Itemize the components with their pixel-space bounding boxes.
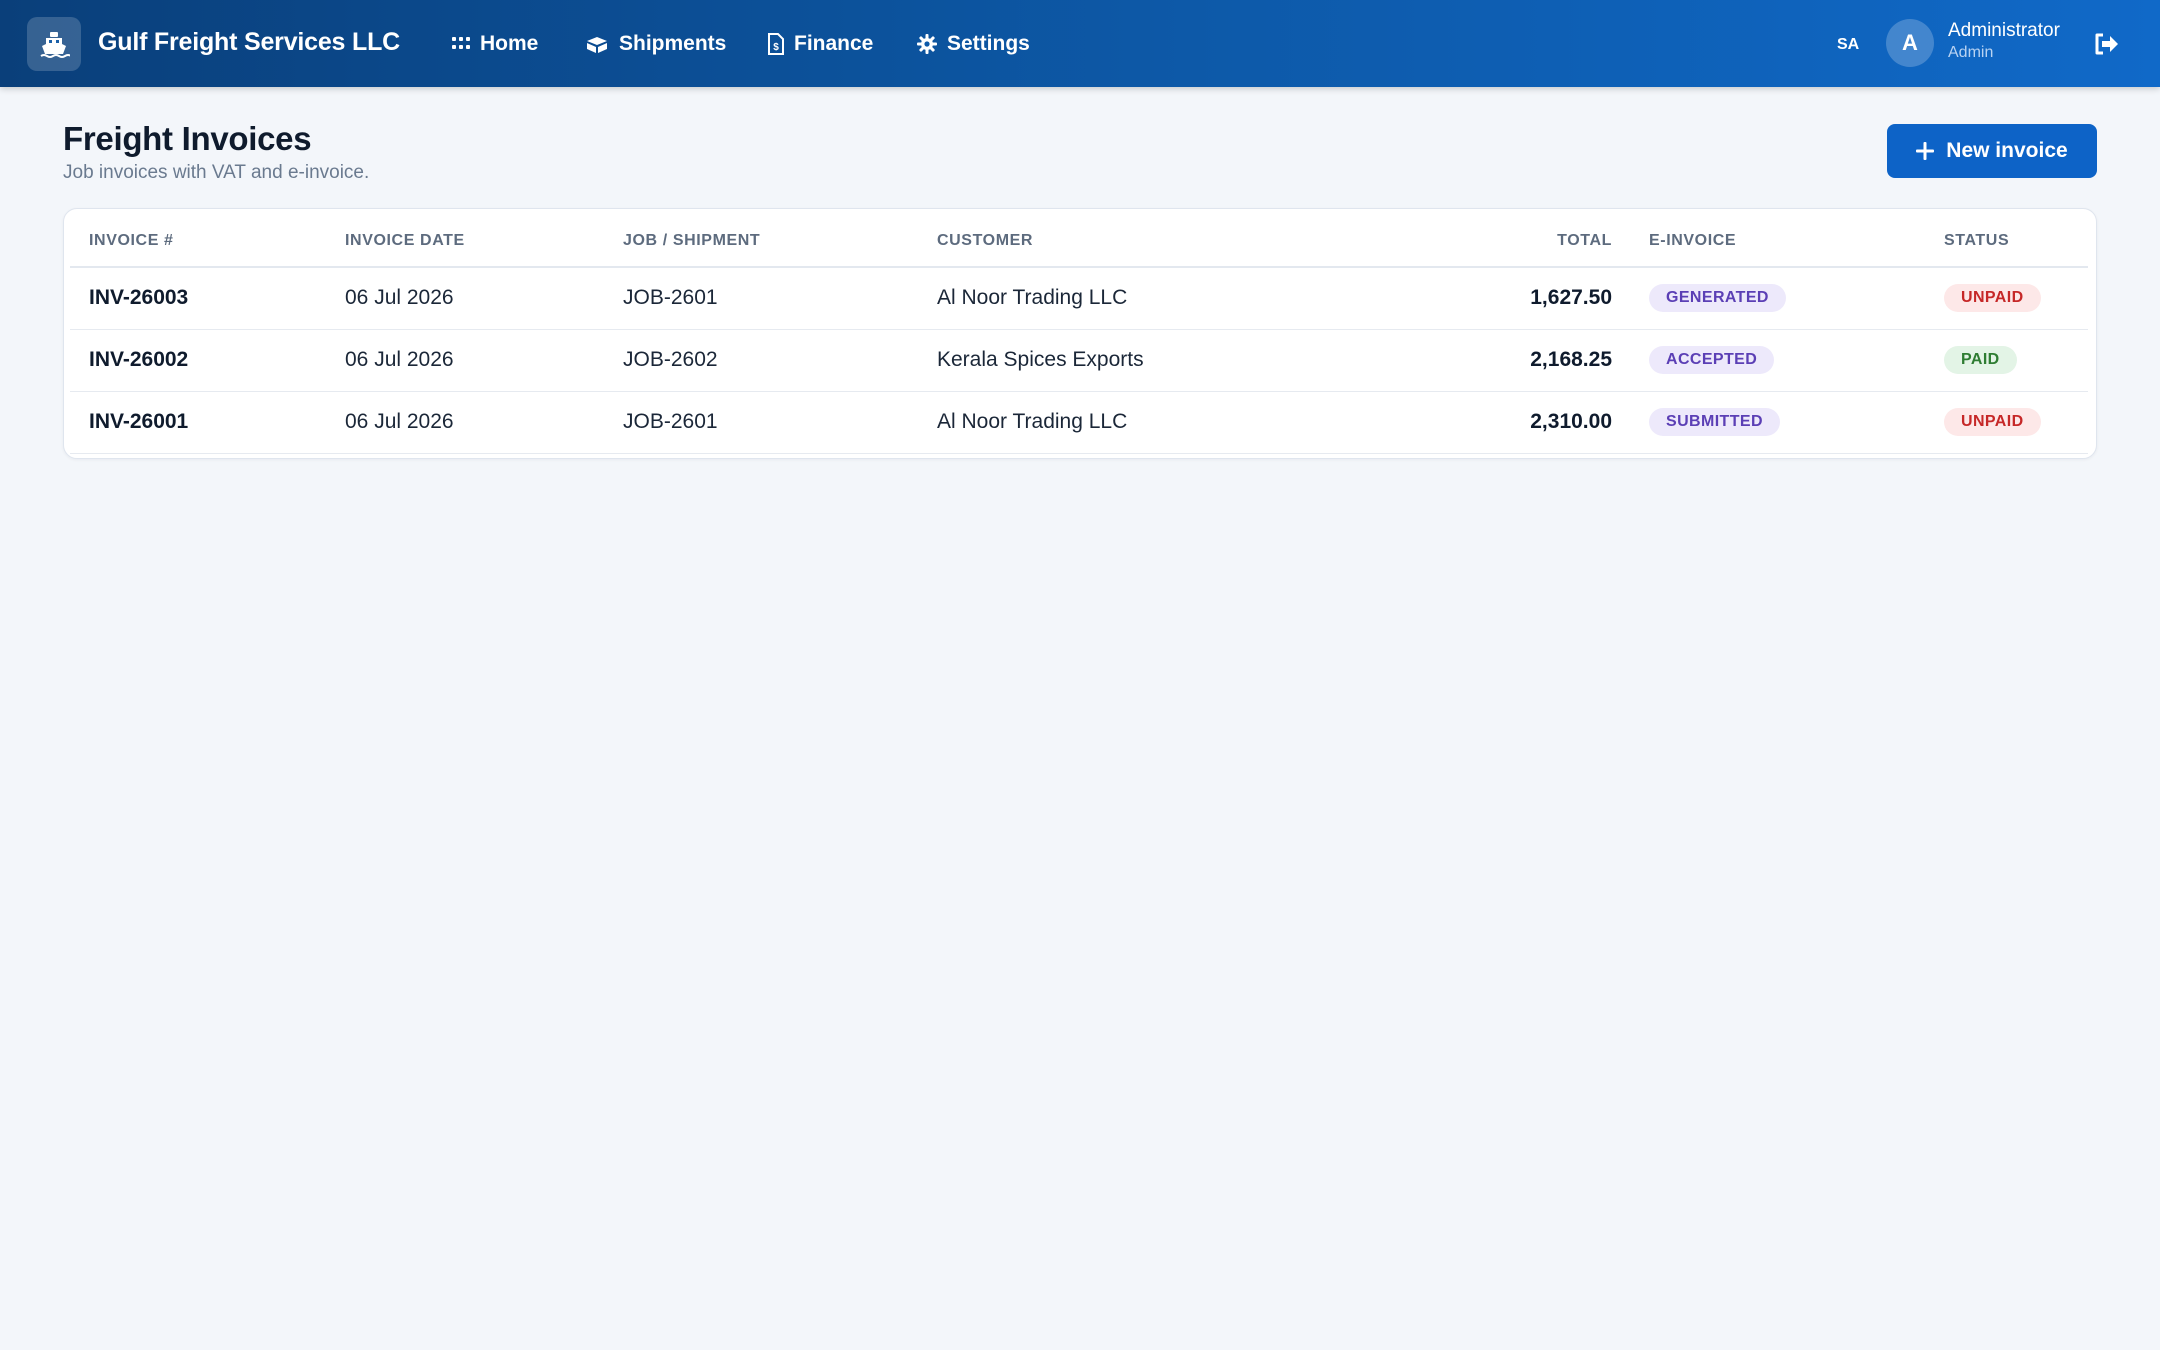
avatar[interactable]: A: [1886, 19, 1934, 67]
table-row[interactable]: INV-26003 06 Jul 2026 JOB-2601 Al Noor T…: [70, 267, 2088, 330]
user-name: Administrator: [1948, 20, 2060, 41]
job-shipment: JOB-2601: [604, 391, 918, 454]
invoice-number[interactable]: INV-26002: [70, 329, 326, 392]
new-invoice-label: New invoice: [1946, 139, 2068, 162]
col-status[interactable]: STATUS: [1925, 215, 2088, 268]
top-navbar: Gulf Freight Services LLC Home Shipments…: [0, 0, 2160, 87]
col-invoice-number[interactable]: INVOICE #: [70, 215, 326, 268]
invoices-table: INVOICE # INVOICE DATE JOB / SHIPMENT CU…: [70, 215, 2088, 454]
invoice-date: 06 Jul 2026: [326, 391, 604, 454]
svg-text:$: $: [773, 42, 779, 53]
logout-icon[interactable]: [2092, 30, 2120, 58]
status-cell: PAID: [1925, 329, 2088, 392]
user-role: Admin: [1948, 44, 1994, 61]
invoice-file-icon: $: [768, 33, 784, 55]
status-cell: UNPAID: [1925, 267, 2088, 330]
invoices-table-card: INVOICE # INVOICE DATE JOB / SHIPMENT CU…: [63, 208, 2097, 459]
brand-name[interactable]: Gulf Freight Services LLC: [98, 28, 401, 56]
col-job-shipment[interactable]: JOB / SHIPMENT: [604, 215, 918, 268]
e-invoice-badge: ACCEPTED: [1649, 346, 1775, 374]
invoice-total: 2,310.00: [1326, 391, 1630, 454]
customer: Kerala Spices Exports: [918, 329, 1326, 392]
job-shipment: JOB-2602: [604, 329, 918, 392]
customer: Al Noor Trading LLC: [918, 391, 1326, 454]
table-row[interactable]: INV-26001 06 Jul 2026 JOB-2601 Al Noor T…: [70, 391, 2088, 454]
language-switch[interactable]: SA: [1837, 36, 1860, 53]
col-total[interactable]: TOTAL: [1326, 215, 1630, 268]
table-row[interactable]: INV-26002 06 Jul 2026 JOB-2602 Kerala Sp…: [70, 329, 2088, 392]
invoice-number[interactable]: INV-26001: [70, 391, 326, 454]
e-invoice-cell: SUBMITTED: [1630, 391, 1925, 454]
nav-settings-label: Settings: [947, 32, 1030, 55]
new-invoice-button[interactable]: New invoice: [1887, 124, 2097, 178]
nav-shipments-label: Shipments: [619, 32, 727, 55]
nav-finance[interactable]: $ Finance: [768, 28, 873, 60]
col-invoice-date[interactable]: INVOICE DATE: [326, 215, 604, 268]
table-header-row: INVOICE # INVOICE DATE JOB / SHIPMENT CU…: [70, 215, 2088, 268]
status-badge: PAID: [1944, 346, 2017, 374]
page-subtitle: Job invoices with VAT and e-invoice.: [63, 162, 370, 183]
e-invoice-badge: GENERATED: [1649, 284, 1786, 313]
invoice-total: 2,168.25: [1326, 329, 1630, 392]
invoice-date: 06 Jul 2026: [326, 267, 604, 330]
gear-icon: [917, 34, 937, 54]
nav-settings[interactable]: Settings: [917, 28, 1030, 60]
nav-finance-label: Finance: [794, 32, 874, 55]
job-shipment: JOB-2601: [604, 267, 918, 330]
e-invoice-cell: GENERATED: [1630, 267, 1925, 330]
e-invoice-badge: SUBMITTED: [1649, 408, 1780, 436]
plus-icon: [1916, 142, 1935, 160]
status-badge: UNPAID: [1944, 284, 2041, 313]
invoice-date: 06 Jul 2026: [326, 329, 604, 392]
e-invoice-cell: ACCEPTED: [1630, 329, 1925, 392]
status-badge: UNPAID: [1944, 408, 2041, 436]
ship-logo-icon[interactable]: [27, 17, 81, 71]
page-title: Freight Invoices: [63, 120, 312, 157]
invoice-number[interactable]: INV-26003: [70, 267, 326, 330]
grid-icon: [452, 37, 470, 49]
invoice-total: 1,627.50: [1326, 267, 1630, 330]
nav-shipments[interactable]: Shipments: [585, 28, 726, 60]
col-e-invoice[interactable]: E-INVOICE: [1630, 215, 1925, 268]
boxes-icon: [587, 37, 607, 53]
customer: Al Noor Trading LLC: [918, 267, 1326, 330]
col-customer[interactable]: CUSTOMER: [918, 215, 1326, 268]
nav-home-label: Home: [480, 32, 539, 55]
status-cell: UNPAID: [1925, 391, 2088, 454]
nav-home[interactable]: Home: [452, 28, 538, 60]
